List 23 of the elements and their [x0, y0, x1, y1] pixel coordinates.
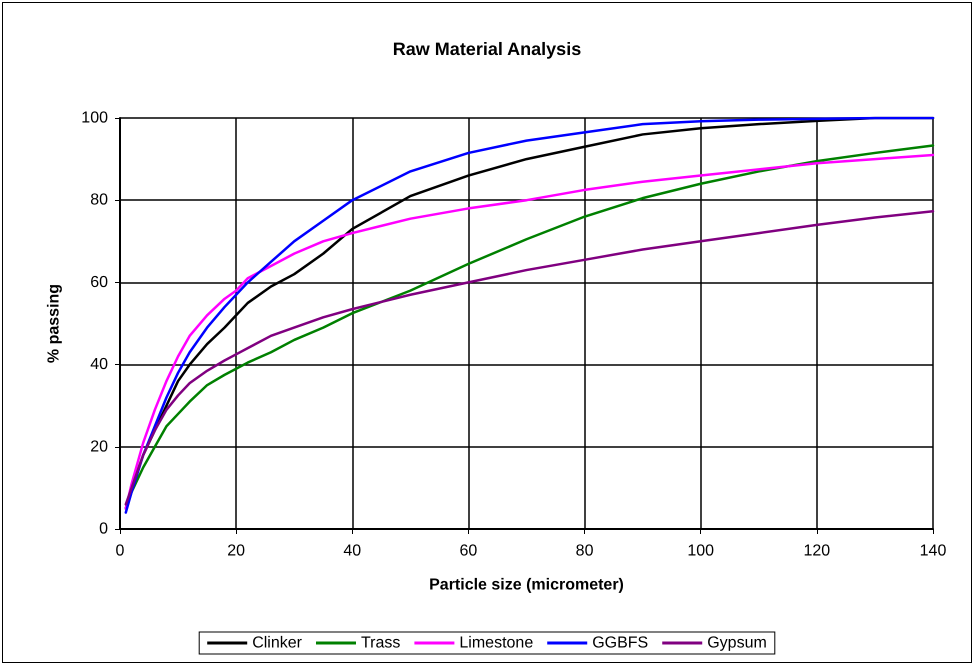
y-tick-label: 60 — [90, 274, 108, 291]
legend-label: Trass — [360, 634, 400, 652]
legend-label: Clinker — [252, 634, 303, 652]
y-axis-title: % passing — [46, 284, 62, 364]
x-tick-label: 20 — [227, 542, 246, 560]
x-tick-label: 100 — [687, 542, 714, 560]
y-tick-label: 20 — [90, 438, 108, 456]
y-tick-label: 80 — [90, 192, 108, 209]
x-tick-label: 140 — [920, 542, 946, 560]
line-series — [124, 210, 934, 506]
x-tick-label: 120 — [804, 542, 830, 560]
x-axis-title: Particle size (micrometer) — [429, 576, 624, 594]
chart-title: Raw Material Analysis — [392, 39, 582, 59]
x-tick-label: 60 — [460, 542, 478, 560]
legend-label: Limestone — [459, 634, 534, 652]
x-tick-label: 80 — [576, 542, 594, 560]
legend-label: Gypsum — [707, 634, 767, 652]
y-tick-label: 0 — [99, 520, 108, 538]
x-tick-label: 0 — [116, 542, 125, 560]
x-tick-label: 40 — [343, 542, 362, 560]
y-tick-label: 100 — [81, 110, 108, 126]
legend-label: GGBFS — [592, 634, 648, 652]
y-tick-label: 40 — [90, 356, 108, 374]
